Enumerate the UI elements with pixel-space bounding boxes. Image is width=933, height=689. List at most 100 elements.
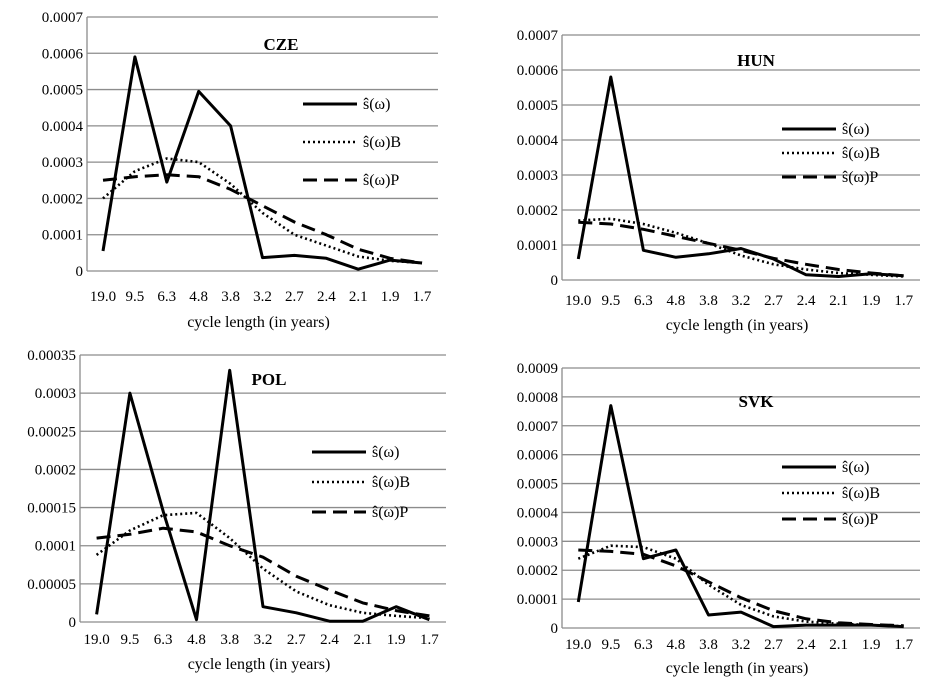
series-line-dotted <box>95 511 430 620</box>
legend: ŝ(ω) ŝ(ω)B ŝ(ω)P <box>782 459 880 528</box>
x-tick-label: 2.7 <box>285 289 304 305</box>
series-line-dashed <box>96 526 430 618</box>
x-tick-label: 1.7 <box>420 632 439 648</box>
x-tick-label: 2.4 <box>797 293 816 309</box>
y-tick-label: 0.0005 <box>42 83 83 99</box>
chart-hun: 0 0.0001 0.0002 0.0003 0.0004 0.0005 0.0006 0.0… <box>517 28 920 334</box>
legend-label: ŝ(ω) <box>842 459 869 476</box>
legend-label: ŝ(ω)B <box>363 134 401 151</box>
x-tick-label: 1.9 <box>387 632 406 648</box>
y-tick-label: 0 <box>551 621 559 637</box>
x-tick-label: 6.3 <box>154 632 173 648</box>
x-tick-label: 1.9 <box>381 289 400 305</box>
x-tick-label: 2.7 <box>287 632 306 648</box>
x-axis-label: cycle length (in years) <box>666 660 809 677</box>
series-line-solid <box>95 368 430 623</box>
x-tick-label: 6.3 <box>157 289 176 305</box>
x-tick-label: 3.8 <box>699 293 718 309</box>
y-tick-label: 0.00025 <box>27 424 76 440</box>
legend-label: ŝ(ω) <box>363 96 390 113</box>
y-tick-label: 0.0002 <box>517 203 558 219</box>
series-line-solid <box>576 404 904 629</box>
legend-label: ŝ(ω)P <box>842 511 878 528</box>
series-line-dashed <box>102 173 423 265</box>
y-tick-label: 0.0002 <box>517 563 558 579</box>
x-tick-label: 2.7 <box>764 637 783 653</box>
x-tick-label: 2.4 <box>317 289 336 305</box>
x-tick-label: 6.3 <box>634 637 653 653</box>
series-line-solid <box>101 55 423 271</box>
x-tick-label: 4.8 <box>189 289 208 305</box>
x-tick-label: 1.9 <box>862 637 881 653</box>
y-tick-label: 0.0008 <box>517 390 558 406</box>
x-tick-label: 9.5 <box>121 632 140 648</box>
y-tick-label: 0.0007 <box>517 419 559 435</box>
x-tick-label: 9.5 <box>601 637 620 653</box>
series-line-solid <box>576 75 904 278</box>
y-tick-label: 0.00035 <box>27 348 76 364</box>
chart-title: POL <box>252 370 287 389</box>
series-line-dashed <box>578 548 904 628</box>
legend-label: ŝ(ω)P <box>842 169 878 186</box>
x-tick-label: 2.7 <box>764 293 783 309</box>
chart-title: HUN <box>737 51 776 70</box>
y-tick-label: 0.0001 <box>42 228 83 244</box>
y-tick-label: 0.0004 <box>42 119 84 135</box>
x-tick-label: 2.4 <box>797 637 816 653</box>
x-tick-label: 3.8 <box>221 289 240 305</box>
y-tick-label: 0 <box>69 615 77 631</box>
x-tick-label: 19.0 <box>565 637 591 653</box>
chart-pol: 0 0.00005 0.0001 0.00015 0.0002 0.00025 0.0003… <box>27 348 446 673</box>
x-tick-label: 3.2 <box>732 637 751 653</box>
y-tick-label: 0.0001 <box>517 592 558 608</box>
chart-title: SVK <box>739 392 775 411</box>
y-tick-label: 0.0004 <box>517 505 559 521</box>
x-tick-label: 19.0 <box>90 289 116 305</box>
legend-label: ŝ(ω) <box>842 121 869 138</box>
y-tick-label: 0.0007 <box>517 28 559 44</box>
x-tick-label: 3.2 <box>254 632 273 648</box>
legend-label: ŝ(ω)B <box>372 474 410 491</box>
x-tick-label: 3.8 <box>699 637 718 653</box>
x-tick-label: 2.1 <box>829 637 848 653</box>
legend-label: ŝ(ω)P <box>363 172 399 189</box>
legend: ŝ(ω) ŝ(ω)B ŝ(ω)P <box>303 96 401 189</box>
y-tick-label: 0.00015 <box>27 501 76 517</box>
series-line-dotted <box>577 544 904 628</box>
y-tick-label: 0.0004 <box>517 133 559 149</box>
y-tick-label: 0.0005 <box>517 477 558 493</box>
series-line-dotted <box>102 157 423 265</box>
y-tick-label: 0.0006 <box>517 63 559 79</box>
y-tick-label: 0.0003 <box>42 155 83 171</box>
legend: ŝ(ω) ŝ(ω)B ŝ(ω)P <box>782 121 880 186</box>
x-tick-label: 2.4 <box>320 632 339 648</box>
y-tick-label: 0.0006 <box>42 46 84 62</box>
x-tick-label: 4.8 <box>187 632 206 648</box>
y-tick-label: 0.0003 <box>35 386 76 402</box>
chart-title: CZE <box>264 35 299 54</box>
y-tick-label: 0.0002 <box>35 462 76 478</box>
x-tick-label: 3.2 <box>253 289 272 305</box>
y-tick-label: 0.0002 <box>42 191 83 207</box>
x-tick-label: 3.8 <box>220 632 239 648</box>
x-tick-label: 19.0 <box>84 632 110 648</box>
x-tick-label: 4.8 <box>667 637 686 653</box>
y-tick-label: 0.0001 <box>35 539 76 555</box>
x-axis-label: cycle length (in years) <box>188 656 331 673</box>
legend-label: ŝ(ω) <box>372 444 399 461</box>
x-tick-label: 4.8 <box>667 293 686 309</box>
legend-label: ŝ(ω)B <box>842 485 880 502</box>
x-tick-label: 1.7 <box>894 293 913 309</box>
chart-cze: 0 0.0001 0.0002 0.0003 0.0004 0.0005 0.0006 0.0… <box>42 10 438 331</box>
y-tick-label: 0.0001 <box>517 238 558 254</box>
chart-svk: 0 0.0001 0.0002 0.0003 0.0004 0.0005 0.0006 0.0… <box>517 361 920 677</box>
x-tick-label: 6.3 <box>634 293 653 309</box>
x-tick-label: 1.7 <box>413 289 432 305</box>
x-tick-label: 19.0 <box>565 293 591 309</box>
x-tick-label: 9.5 <box>125 289 144 305</box>
y-tick-label: 0.0003 <box>517 534 558 550</box>
x-tick-label: 1.7 <box>894 637 913 653</box>
legend: ŝ(ω) ŝ(ω)B ŝ(ω)P <box>312 444 410 521</box>
y-tick-label: 0.0006 <box>517 448 559 464</box>
